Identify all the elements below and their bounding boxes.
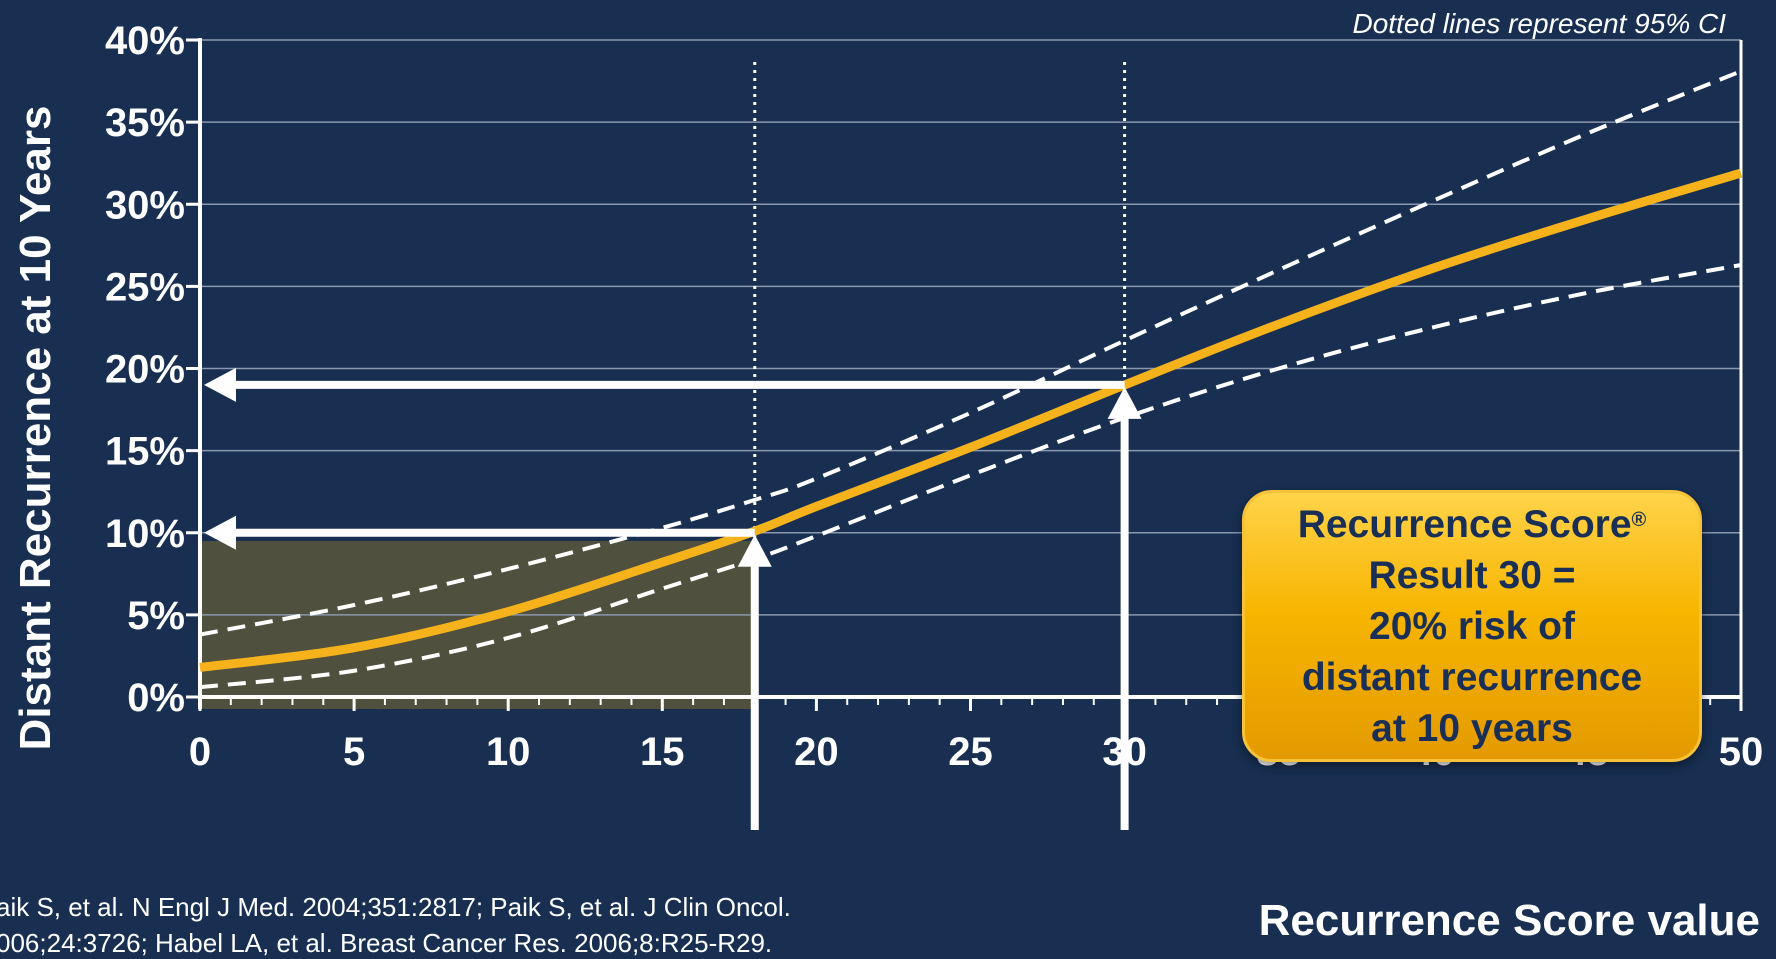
result-callout: Recurrence Score® Result 30 = 20% risk o… xyxy=(1242,490,1702,762)
vertical-arrow-head xyxy=(1107,386,1142,419)
shaded-region xyxy=(200,540,755,709)
x-tick-label: 20 xyxy=(794,730,839,774)
y-tick-label: 0% xyxy=(127,676,185,720)
x-tick-label: 10 xyxy=(486,730,531,774)
shaded-region-layer xyxy=(200,540,755,709)
y-tick-label: 15% xyxy=(105,430,185,474)
callout-line-3: 20% risk of xyxy=(1369,604,1575,648)
x-tick-label: 50 xyxy=(1719,730,1764,774)
callout-line-4: distant recurrence xyxy=(1301,655,1643,699)
callout-line-1: Recurrence Score® xyxy=(1297,502,1647,546)
x-axis-title: Recurrence Score value xyxy=(1259,896,1760,941)
x-tick-label: 0 xyxy=(189,730,211,774)
y-tick-label: 20% xyxy=(105,348,185,392)
horizontal-arrow-head xyxy=(204,367,236,402)
y-tick-label: 10% xyxy=(105,512,185,556)
y-tick-label: 30% xyxy=(105,183,185,227)
callout-line-5: at 10 years xyxy=(1371,706,1573,750)
reference-line-2: 006;24:3726; Habel LA, et al. Breast Can… xyxy=(0,928,773,958)
y-tick-label: 5% xyxy=(127,594,185,638)
arrows xyxy=(204,367,1142,830)
series-lines xyxy=(199,69,1743,690)
registered-mark: ® xyxy=(1631,508,1647,531)
x-tick-label: 30 xyxy=(1102,730,1147,774)
vertical-arrow-head xyxy=(737,534,772,567)
upper-ci-curve xyxy=(199,69,1742,637)
reference-line-1: aik S, et al. N Engl J Med. 2004;351:281… xyxy=(0,892,791,922)
horizontal-arrow-head xyxy=(204,515,236,550)
y-axis-title: Distant Recurrence at 10 Years xyxy=(11,106,60,751)
y-tick-label: 40% xyxy=(105,19,185,63)
estimate-curve xyxy=(199,168,1743,672)
lower-ci-curve xyxy=(199,263,1742,690)
reference-lines xyxy=(753,62,1127,697)
ci-note: Dotted lines represent 95% CI xyxy=(1352,8,1726,39)
x-tick-label: 15 xyxy=(640,730,685,774)
y-tick-label: 25% xyxy=(105,265,185,309)
x-tick-label: 5 xyxy=(343,730,365,774)
x-tick-label: 25 xyxy=(948,730,993,774)
y-tick-label: 35% xyxy=(105,101,185,145)
callout-line-2: Result 30 = xyxy=(1368,553,1576,597)
